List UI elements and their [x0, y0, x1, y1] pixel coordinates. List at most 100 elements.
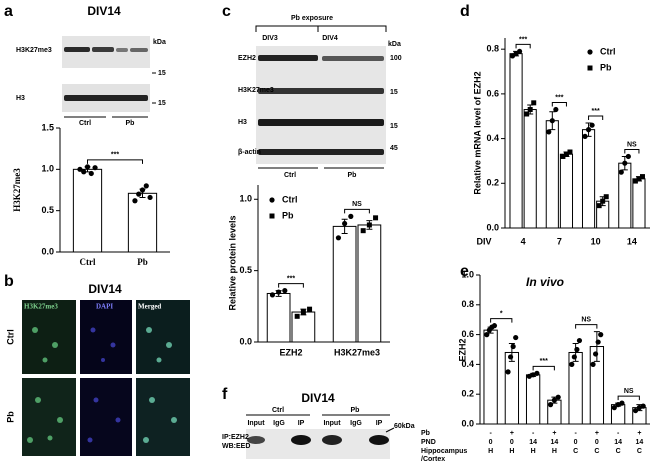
data-point [639, 174, 645, 180]
data-point [547, 402, 554, 408]
blot-title: DIV14 [301, 391, 335, 405]
significance-label: NS [627, 141, 637, 148]
significance-label: *** [592, 108, 600, 115]
blot-size: 15 [390, 89, 398, 96]
table-row-label: /Cortex [421, 456, 445, 463]
legend-label: Pb [600, 62, 612, 72]
table-cell: H [531, 448, 536, 455]
error-bar [593, 331, 600, 362]
table-cell: 14 [614, 439, 622, 446]
y-tick-label: 0.6 [461, 329, 474, 339]
bar [332, 225, 357, 343]
significance-bracket [344, 208, 370, 214]
group-label: Ctrl [79, 120, 91, 127]
y-tick-label: 0.4 [486, 133, 499, 143]
panel-letter: e [460, 263, 469, 280]
channel-label: H3K27me3 [24, 303, 58, 311]
significance-label: NS [581, 316, 591, 323]
data-point [307, 306, 313, 312]
lane-label: IgG [273, 420, 285, 427]
significance-label: *** [111, 152, 119, 159]
table-cell: C [594, 448, 599, 455]
bar [581, 129, 596, 229]
data-point [92, 165, 98, 171]
data-point [132, 198, 138, 204]
data-point [571, 354, 577, 360]
data-point [531, 100, 537, 106]
bar [504, 351, 520, 425]
panel-letter: a [4, 3, 13, 20]
legend-marker [269, 197, 275, 203]
blot-image [246, 429, 390, 459]
bar [632, 178, 646, 229]
data-point [618, 169, 624, 175]
x-tick-label: 10 [591, 236, 601, 246]
lane-label: Input [247, 420, 265, 427]
legend-label: Pb [282, 210, 294, 220]
bar [357, 224, 382, 343]
data-point [505, 369, 511, 375]
panel-letter: b [4, 273, 14, 290]
x-tick-label: H3K27me3 [334, 347, 380, 357]
data-point [366, 222, 372, 228]
time-label: DIV4 [322, 35, 338, 42]
significance-bracket [551, 102, 567, 107]
y-tick-label: 0.5 [41, 205, 54, 215]
data-point [598, 332, 604, 338]
y-tick-label: 0.8 [461, 299, 474, 309]
row-label: Ctrl [5, 329, 15, 345]
data-point [636, 176, 642, 182]
data-point [549, 118, 555, 124]
data-point [563, 151, 569, 157]
bar [559, 153, 574, 229]
y-axis-label: H3K27me3 [12, 168, 22, 212]
legend-label: Ctrl [282, 194, 298, 204]
y-tick-label: 0.4 [461, 359, 474, 369]
x-axis-label: DIV [476, 236, 491, 246]
significance-bracket [87, 159, 143, 164]
blot-image [62, 36, 150, 112]
time-label: DIV3 [262, 35, 278, 42]
blot-size: 45 [390, 145, 398, 152]
data-point [77, 166, 83, 172]
table-row-label: Hippocampus [421, 448, 467, 455]
lane-label: IP [298, 420, 305, 427]
data-point [294, 313, 300, 319]
significance-label: *** [540, 358, 548, 365]
bar [266, 292, 291, 343]
table-row-label: PND [421, 439, 436, 446]
data-point [640, 403, 646, 409]
table-cell: + [510, 430, 514, 437]
data-point [619, 400, 625, 406]
data-point [600, 198, 606, 204]
data-point [555, 394, 561, 400]
blot-size: 60kDa [394, 423, 415, 430]
blot-title: DIV14 [87, 4, 121, 18]
bar [509, 53, 523, 229]
channel-label: Merged [138, 303, 161, 311]
data-point [632, 178, 638, 184]
blot-unit: kDa [153, 39, 166, 46]
data-point [524, 111, 530, 117]
significance-label: *** [519, 36, 527, 43]
y-tick-label: 0.2 [461, 389, 474, 399]
table-cell: - [532, 430, 535, 437]
significance-label: NS [624, 388, 634, 395]
significance-label: * [500, 311, 503, 318]
y-tick-label: 1.0 [41, 164, 54, 174]
table-cell: 14 [635, 439, 643, 446]
data-point [81, 169, 87, 175]
x-tick-label: 14 [627, 236, 637, 246]
data-point [595, 339, 601, 345]
y-tick-label: 0.6 [486, 88, 499, 98]
panel-letter: d [460, 3, 470, 20]
legend-marker [269, 213, 275, 219]
data-point [491, 323, 498, 329]
y-tick-label: 0.5 [239, 265, 252, 275]
data-point [576, 337, 583, 344]
blot-row-label: β-actin [238, 149, 261, 156]
group-label: Ctrl [272, 407, 284, 414]
data-point [611, 405, 617, 411]
data-point [625, 153, 631, 160]
